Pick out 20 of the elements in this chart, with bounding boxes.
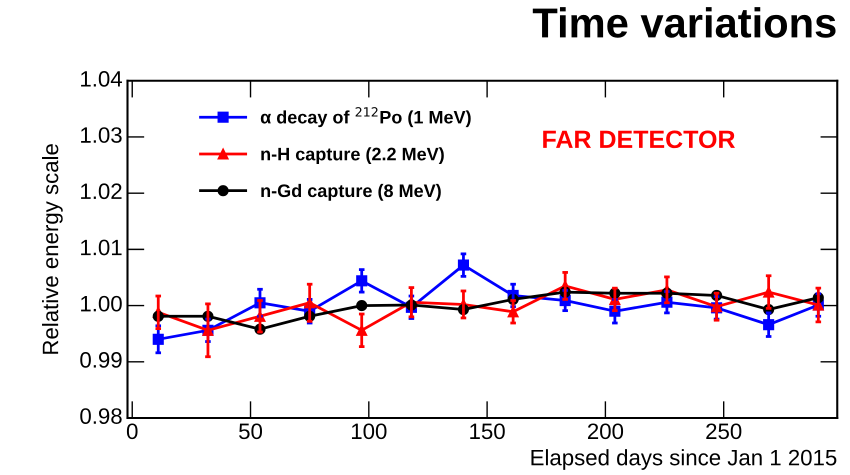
legend-label: α decay of $^{212}$Po (1 MeV) [260,107,471,128]
legend-label: n-H capture (2.2 MeV) [261,147,444,164]
x-tick-label: 50 [239,423,262,440]
x-tick-label: 100 [352,423,386,440]
annotation: FAR DETECTOR [543,130,736,148]
y-tick-label: 1.01 [81,240,122,256]
y-tick-label: 0.99 [80,352,122,368]
x-tick-label: 200 [588,423,624,440]
y-tick-label: 0.98 [80,408,122,424]
x-tick-label: 250 [706,423,742,440]
y-tick-label: 1.04 [81,70,122,87]
x-axis-title: Elapsed days since Jan 1 2015 [531,449,836,470]
legend-label: n-Gd capture (8 MeV) [261,184,441,201]
y-tick-label: 1.00 [81,296,122,312]
x-tick-label: 150 [470,423,505,440]
x-tick-label: 0 [126,423,138,440]
y-tick-label: 1.03 [81,127,122,143]
y-axis-title: Relative energy scale [42,144,63,354]
chart-title: Time variations [532,7,836,38]
y-tick-label: 1.02 [81,183,122,200]
